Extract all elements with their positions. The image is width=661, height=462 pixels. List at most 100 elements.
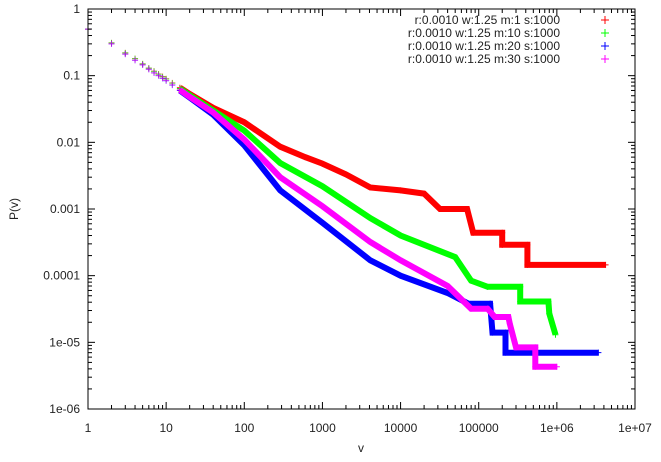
data-point [444,289,451,296]
data-point [151,69,158,76]
series-4 [85,26,560,370]
data-point [489,329,496,336]
y-tick-label: 0.0001 [43,269,80,283]
data-point [277,143,284,150]
y-tick-label: 0.01 [57,135,81,149]
data-point [487,300,494,307]
y-axis-title: P(v) [7,198,21,220]
data-point [176,86,183,93]
x-tick-label: 1 [85,421,92,435]
data-point [502,349,509,356]
data-point [367,238,374,245]
data-point [319,160,326,167]
x-tick-label: 10 [159,421,173,435]
data-point [397,257,404,264]
x-tick-label: 1e+06 [540,421,574,435]
data-point [397,187,404,194]
data-point [277,159,284,166]
data-point [532,363,539,370]
data-point [210,109,217,116]
series-line [178,86,559,336]
data-point [319,183,326,190]
data-point [595,349,602,356]
data-point [484,305,491,312]
data-point [552,331,559,338]
data-point [505,313,512,320]
data-point [367,215,374,222]
data-point [444,282,451,289]
data-point [524,241,531,248]
data-point [145,66,152,73]
data-point [452,254,459,261]
data-point [155,72,162,79]
legend-marker [601,29,609,37]
data-point [545,298,552,305]
x-axis-title: v [358,441,364,455]
data-point [517,298,524,305]
data-point [499,229,506,236]
data-point [122,51,129,58]
y-tick-label: 1 [73,2,80,16]
data-point [397,272,404,279]
data-point [302,154,309,161]
data-point [108,40,115,47]
y-tick-label: 1e-06 [49,402,80,416]
legend-marker [601,16,609,24]
data-point [468,305,475,312]
data-point [524,261,531,268]
y-tick-label: 1e-05 [49,335,80,349]
data-point [464,206,471,212]
data-point [186,93,193,100]
data-point [532,344,539,351]
legend-label: r:0.0010 w:1.25 m:20 s:1000 [408,39,560,53]
data-point [553,363,560,370]
data-point [342,171,349,178]
legend-label: r:0.0010 w:1.25 m:30 s:1000 [408,52,560,66]
data-point [499,241,506,248]
data-point [277,187,284,194]
data-point [159,75,166,82]
data-point [163,77,170,84]
data-point [468,277,475,284]
data-point [169,81,176,88]
data-point [421,190,428,197]
data-point [602,261,609,268]
series-line [178,85,606,268]
data-point [319,203,326,210]
data-point [512,344,519,351]
data-point [367,257,374,264]
data-point [437,206,444,212]
plot-marks [85,26,609,370]
legend-label: r:0.0010 w:1.25 m:10 s:1000 [408,26,560,40]
data-point [132,57,139,64]
data-point [241,119,248,126]
x-tick-label: 1000 [309,421,336,435]
x-tick-label: 100 [234,421,254,435]
data-point [470,229,477,236]
data-point [506,320,513,327]
x-tick-label: 100000 [459,421,499,435]
axis-ticks: 1 10 100 1000 10000 100000 1e+06 1e+07 1 0.1 0.01 0… [43,2,652,435]
x-tick-label: 1e+07 [618,421,652,435]
data-point [502,329,509,336]
legend-marker [601,55,609,63]
data-point [319,219,326,226]
data-point [241,127,248,134]
data-point [546,310,553,317]
y-tick-label: 0.1 [63,69,80,83]
data-point [517,283,524,290]
data-point [277,174,284,181]
y-tick-label: 0.001 [50,202,80,216]
data-point [484,283,491,290]
data-point [139,61,146,68]
data-point [367,184,374,191]
x-tick-label: 10000 [384,421,418,435]
legend-label: r:0.0010 w:1.25 m:1 s:1000 [415,13,561,27]
data-point [491,313,498,320]
series-line [178,87,557,370]
data-point [241,136,248,143]
legend-marker [601,42,609,50]
data-point [397,232,404,239]
